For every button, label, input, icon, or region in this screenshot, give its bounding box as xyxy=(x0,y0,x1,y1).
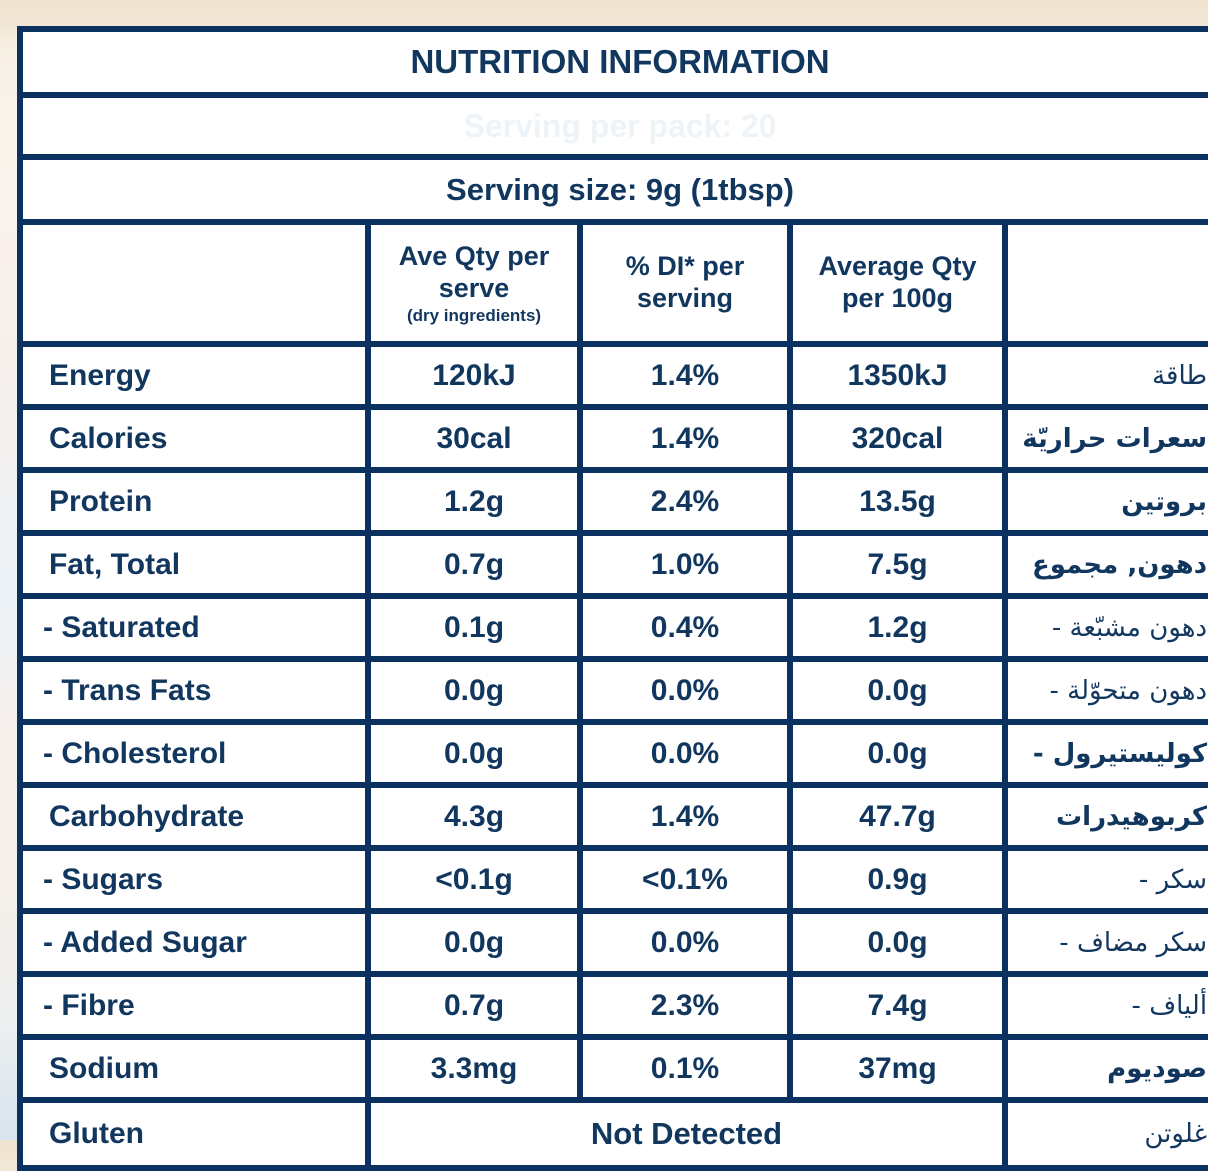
nutrient-row: Energy 120kJ 1.4% 1350kJ طاقة xyxy=(17,341,1208,410)
value-per-100g: 7.4g xyxy=(787,971,1008,1040)
value-per-serve: 0.0g xyxy=(365,908,583,977)
value-per-100g: 0.0g xyxy=(787,719,1008,788)
value-per-serve: 0.7g xyxy=(365,971,583,1040)
table-title: NUTRITION INFORMATION xyxy=(16,26,1208,98)
nutrient-label: - Sugars xyxy=(17,845,371,914)
value-di-percent: 0.0% xyxy=(577,656,793,725)
header-average-qty-per-100g: Average Qty per 100g xyxy=(787,219,1008,347)
nutrient-row: - Added Sugar 0.0g 0.0% 0.0g - سكر مضاف xyxy=(17,908,1208,977)
nutrient-label-arabic: بروتين xyxy=(1001,467,1208,536)
value-di-percent: <0.1% xyxy=(577,845,793,914)
gluten-result-value: Not Detected xyxy=(365,1097,1008,1171)
header-empty-left xyxy=(17,219,371,347)
nutrient-label: Calories xyxy=(17,404,371,473)
nutrient-label-gluten: Gluten xyxy=(17,1097,371,1171)
value-per-serve: 0.0g xyxy=(365,656,583,725)
value-per-100g: 320cal xyxy=(787,404,1008,473)
nutrient-row: Protein 1.2g 2.4% 13.5g بروتين xyxy=(17,467,1208,536)
nutrient-label-arabic: - سكر مضاف xyxy=(1001,908,1208,977)
nutrient-label-arabic: - ألياف xyxy=(1001,971,1208,1040)
value-di-percent: 2.4% xyxy=(577,467,793,536)
nutrient-label: - Fibre xyxy=(17,971,371,1040)
value-di-percent: 2.3% xyxy=(577,971,793,1040)
header-empty-right xyxy=(1001,219,1208,347)
nutrient-row: - Fibre 0.7g 2.3% 7.4g - ألياف xyxy=(17,971,1208,1040)
nutrient-label-arabic: كربوهيدرات xyxy=(1001,782,1208,851)
nutrient-row: Calories 30cal 1.4% 320cal سعرات حراريّة xyxy=(17,404,1208,473)
header-dry-ingredients-note: (dry ingredients) xyxy=(406,305,542,325)
nutrient-row: - Saturated 0.1g 0.4% 1.2g - دهون مشبّعة xyxy=(17,593,1208,662)
nutrient-label-arabic: - كوليستيرول xyxy=(1001,719,1208,788)
value-per-100g: 0.9g xyxy=(787,845,1008,914)
value-per-100g: 0.0g xyxy=(787,656,1008,725)
nutrient-row: Fat, Total 0.7g 1.0% 7.5g دهون, مجموع xyxy=(17,530,1208,599)
nutrient-label-arabic: طاقة xyxy=(1001,341,1208,410)
nutrient-label-arabic: دهون, مجموع xyxy=(1001,530,1208,599)
servings-per-pack-faded-text: Serving per pack: 20 xyxy=(16,92,1208,160)
nutrition-information-table: NUTRITION INFORMATION Serving per pack: … xyxy=(16,26,1208,1171)
nutrient-label: Sodium xyxy=(17,1034,371,1103)
value-per-100g: 1.2g xyxy=(787,593,1008,662)
nutrient-label-arabic: صوديوم xyxy=(1001,1034,1208,1103)
nutrient-label: - Added Sugar xyxy=(17,908,371,977)
nutrient-label: Fat, Total xyxy=(17,530,371,599)
nutrient-label: Energy xyxy=(17,341,371,410)
value-per-serve: <0.1g xyxy=(365,845,583,914)
value-per-100g: 37mg xyxy=(787,1034,1008,1103)
nutrient-row: - Sugars <0.1g <0.1% 0.9g - سكر xyxy=(17,845,1208,914)
nutrient-label: - Trans Fats xyxy=(17,656,371,725)
nutrient-label-arabic: - سكر xyxy=(1001,845,1208,914)
value-per-serve: 0.0g xyxy=(365,719,583,788)
nutrient-rows: Energy 120kJ 1.4% 1350kJ طاقة Calories 3… xyxy=(17,341,1208,1103)
header-ave-qty-per-serve: Ave Qty per serve (dry ingredients) xyxy=(365,219,583,347)
title-row: NUTRITION INFORMATION xyxy=(16,26,1208,98)
value-di-percent: 0.1% xyxy=(577,1034,793,1103)
nutrient-row: Carbohydrate 4.3g 1.4% 47.7g كربوهيدرات xyxy=(17,782,1208,851)
nutrient-row: Sodium 3.3mg 0.1% 37mg صوديوم xyxy=(17,1034,1208,1103)
value-per-100g: 7.5g xyxy=(787,530,1008,599)
value-per-100g: 13.5g xyxy=(787,467,1008,536)
nutrient-label-arabic: - دهون مشبّعة xyxy=(1001,593,1208,662)
value-per-serve: 4.3g xyxy=(365,782,583,851)
column-header-row: Ave Qty per serve (dry ingredients) % DI… xyxy=(17,219,1208,347)
value-di-percent: 1.4% xyxy=(577,341,793,410)
value-di-percent: 0.0% xyxy=(577,908,793,977)
nutrient-label: Protein xyxy=(17,467,371,536)
nutrient-label: - Saturated xyxy=(17,593,371,662)
value-di-percent: 0.0% xyxy=(577,719,793,788)
value-di-percent: 1.0% xyxy=(577,530,793,599)
header-di-per-serving: % DI* per serving xyxy=(577,219,793,347)
value-di-percent: 0.4% xyxy=(577,593,793,662)
value-per-serve: 30cal xyxy=(365,404,583,473)
serving-size-row: Serving size: 9g (1tbsp) xyxy=(16,154,1208,225)
value-per-100g: 1350kJ xyxy=(787,341,1008,410)
value-per-serve: 3.3mg xyxy=(365,1034,583,1103)
header-ave-qty-text: Ave Qty per serve xyxy=(398,240,550,303)
nutrient-label-gluten-arabic: غلوتن xyxy=(1001,1097,1208,1171)
value-di-percent: 1.4% xyxy=(577,404,793,473)
serving-size-text: Serving size: 9g (1tbsp) xyxy=(16,154,1208,225)
value-per-serve: 0.7g xyxy=(365,530,583,599)
value-per-100g: 0.0g xyxy=(787,908,1008,977)
value-per-serve: 120kJ xyxy=(365,341,583,410)
nutrient-label: - Cholesterol xyxy=(17,719,371,788)
nutrient-row: - Cholesterol 0.0g 0.0% 0.0g - كوليستيرو… xyxy=(17,719,1208,788)
nutrient-label: Carbohydrate xyxy=(17,782,371,851)
value-per-100g: 47.7g xyxy=(787,782,1008,851)
nutrient-label-arabic: سعرات حراريّة xyxy=(1001,404,1208,473)
value-per-serve: 0.1g xyxy=(365,593,583,662)
nutrient-label-arabic: - دهون متحوّلة xyxy=(1001,656,1208,725)
servings-per-pack-row: Serving per pack: 20 xyxy=(16,92,1208,160)
nutrient-row: - Trans Fats 0.0g 0.0% 0.0g - دهون متحوّ… xyxy=(17,656,1208,725)
gluten-row: Gluten Not Detected غلوتن xyxy=(17,1097,1208,1171)
value-di-percent: 1.4% xyxy=(577,782,793,851)
value-per-serve: 1.2g xyxy=(365,467,583,536)
